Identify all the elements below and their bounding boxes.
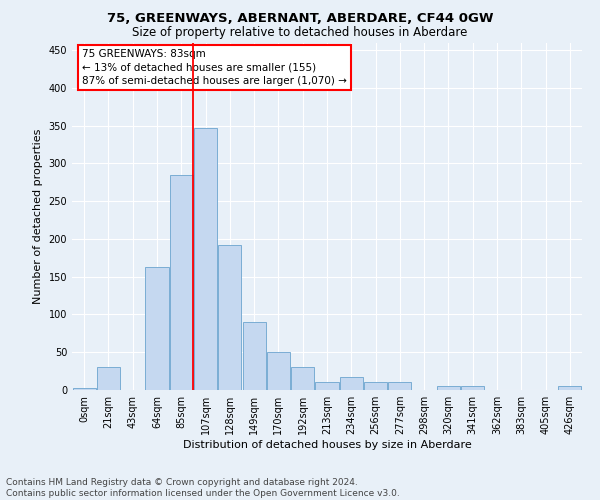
Text: Size of property relative to detached houses in Aberdare: Size of property relative to detached ho… (133, 26, 467, 39)
Bar (340, 377, 363, 390)
Bar (291, 368, 314, 390)
Bar (218, 245, 241, 390)
Bar (194, 128, 217, 390)
X-axis label: Distribution of detached houses by size in Aberdare: Distribution of detached houses by size … (182, 440, 472, 450)
Y-axis label: Number of detached properties: Number of detached properties (33, 128, 43, 304)
Bar (170, 174, 193, 390)
Bar (145, 267, 169, 390)
Bar (388, 382, 412, 390)
Bar (73, 388, 95, 390)
Bar (437, 386, 460, 390)
Bar (559, 386, 581, 390)
Bar (364, 382, 387, 390)
Text: 75 GREENWAYS: 83sqm
← 13% of detached houses are smaller (155)
87% of semi-detac: 75 GREENWAYS: 83sqm ← 13% of detached ho… (82, 50, 347, 86)
Bar (242, 322, 266, 390)
Bar (97, 368, 120, 390)
Bar (461, 386, 484, 390)
Bar (267, 352, 290, 390)
Text: Contains HM Land Registry data © Crown copyright and database right 2024.
Contai: Contains HM Land Registry data © Crown c… (6, 478, 400, 498)
Text: 75, GREENWAYS, ABERNANT, ABERDARE, CF44 0GW: 75, GREENWAYS, ABERNANT, ABERDARE, CF44 … (107, 12, 493, 26)
Bar (316, 382, 338, 390)
